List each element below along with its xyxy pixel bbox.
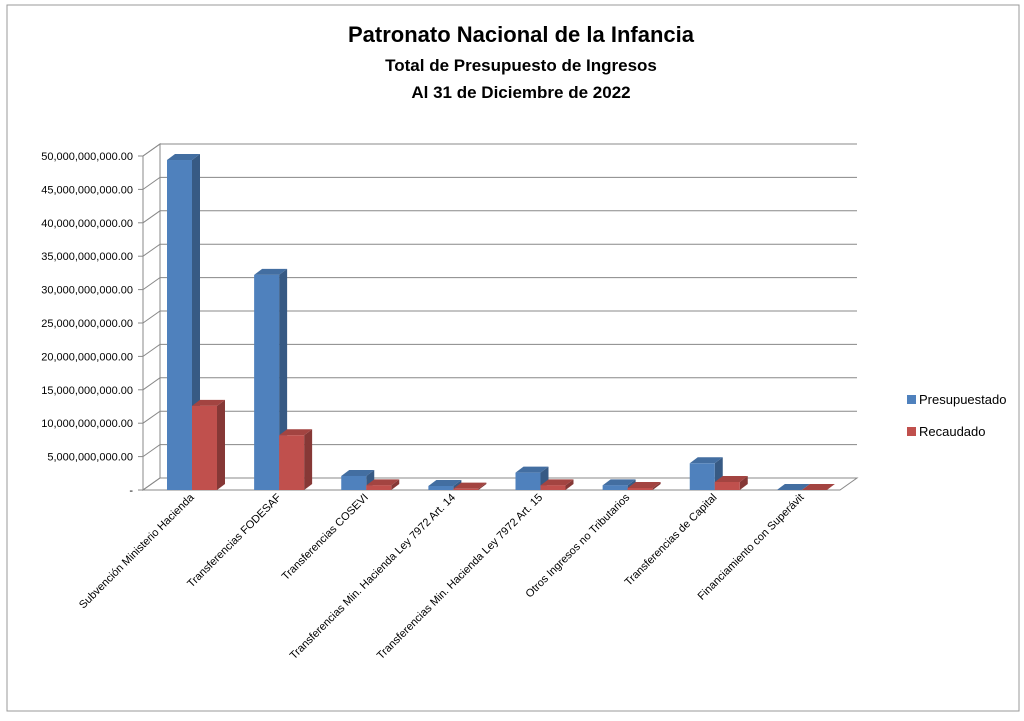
- bar: [366, 479, 400, 490]
- bar-front: [453, 488, 479, 490]
- legend-label: Presupuestado: [919, 392, 1006, 407]
- bar: [627, 481, 661, 490]
- bar-front: [714, 481, 740, 490]
- bar-top: [428, 479, 462, 486]
- bar: [279, 429, 313, 490]
- grid-line: [142, 477, 857, 491]
- y-tick-label: 5,000,000,000.00: [47, 452, 133, 464]
- grid-line: [142, 176, 857, 190]
- y-tick-label: 35,000,000,000.00: [41, 251, 133, 263]
- bar-top: [254, 268, 288, 275]
- bar-front: [341, 475, 367, 490]
- bar-front: [602, 485, 628, 490]
- grid-line: [142, 444, 857, 458]
- bar-top: [167, 154, 200, 161]
- bar: [192, 399, 225, 490]
- y-tick-label: -: [129, 485, 133, 497]
- bar-top: [627, 481, 661, 488]
- y-tick-label: 20,000,000,000.00: [41, 351, 133, 363]
- chart-subtitle: Total de Presupuesto de Ingresos: [385, 56, 657, 75]
- legend-swatch: [907, 395, 916, 404]
- bar: [453, 482, 487, 490]
- bar-top: [801, 484, 835, 490]
- legend-swatch: [907, 427, 916, 436]
- bar-front: [279, 435, 305, 490]
- bar-side: [478, 482, 487, 490]
- bar-side: [739, 475, 748, 490]
- bar-top: [341, 469, 375, 476]
- chart-title: Patronato Nacional de la Infancia: [348, 22, 695, 47]
- y-tick-label: 40,000,000,000.00: [41, 218, 133, 230]
- floor: [141, 477, 859, 491]
- bar: [801, 484, 835, 490]
- legend-label: Recaudado: [919, 424, 986, 439]
- grid-line: [142, 310, 857, 324]
- bar-side: [217, 399, 225, 490]
- grid-line: [142, 243, 857, 257]
- y-tick-label: 45,000,000,000.00: [41, 184, 133, 196]
- bar-front: [428, 485, 454, 490]
- bar-top: [192, 399, 225, 406]
- bar-side: [391, 479, 400, 490]
- bar: [540, 479, 574, 490]
- y-tick-label: 30,000,000,000.00: [41, 285, 133, 297]
- grid-line: [142, 410, 857, 424]
- bar-front: [192, 405, 217, 490]
- grid-line: [142, 143, 857, 157]
- bar-front: [627, 487, 653, 490]
- bar-top: [515, 466, 549, 473]
- bar-top: [776, 484, 810, 490]
- grid-line: [142, 377, 857, 391]
- bar-front: [515, 472, 541, 490]
- grid-line: [142, 343, 857, 357]
- y-tick-label: 25,000,000,000.00: [41, 318, 133, 330]
- bar-side: [652, 481, 661, 490]
- bar-top: [279, 429, 313, 436]
- y-tick-label: 50,000,000,000.00: [41, 151, 133, 163]
- grid-line: [142, 277, 857, 291]
- bar-top: [689, 457, 723, 464]
- bar-front: [540, 485, 566, 490]
- y-tick-label: 15,000,000,000.00: [41, 385, 133, 397]
- bar-top: [453, 482, 487, 489]
- bar-top: [714, 475, 748, 482]
- bar-side: [304, 429, 313, 490]
- chart-subtitle: Al 31 de Diciembre de 2022: [411, 83, 630, 102]
- bar-front: [254, 274, 280, 490]
- bar-front: [167, 160, 192, 490]
- bar: [776, 484, 810, 490]
- grid-line: [142, 210, 857, 224]
- bar-front: [366, 485, 392, 490]
- bar-front: [689, 463, 715, 490]
- bar-top: [540, 479, 574, 486]
- bar: [714, 475, 748, 490]
- y-tick-label: 10,000,000,000.00: [41, 418, 133, 430]
- bar-side: [565, 479, 574, 490]
- bar-top: [366, 479, 400, 486]
- bar-top: [602, 479, 636, 486]
